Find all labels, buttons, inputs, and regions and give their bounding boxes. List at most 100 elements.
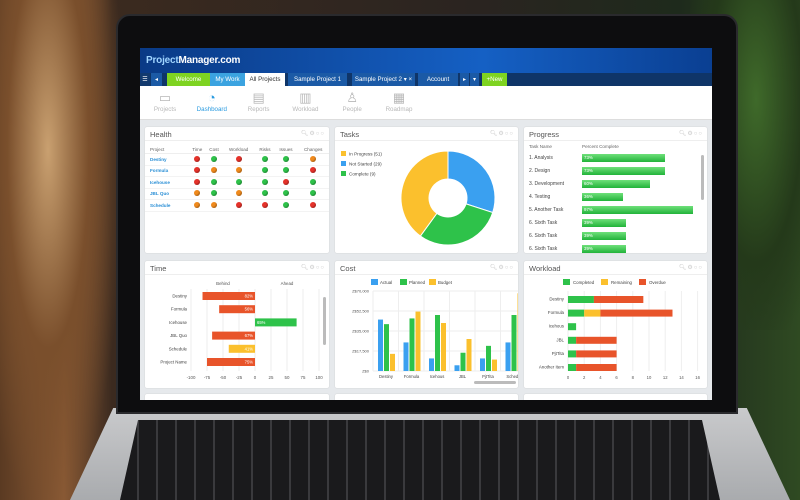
tick-label: Z$35,000 xyxy=(352,329,370,334)
column-header: Percent Complete xyxy=(582,144,619,149)
nav-people[interactable]: ♙ People xyxy=(332,90,372,113)
tick-label: Z$17,500 xyxy=(352,349,370,354)
workload-chart: Completed Remaining Overdue 0 2 4 6 8 10 12 14 16 De… xyxy=(539,279,701,380)
bar xyxy=(384,324,389,371)
bar xyxy=(409,318,415,371)
tick-label: 50 xyxy=(285,375,290,380)
data-label: 56% xyxy=(245,307,254,312)
tick-label: Z$0 xyxy=(362,369,370,374)
project-link[interactable]: Schedule xyxy=(145,199,189,212)
status-red-icon xyxy=(194,155,201,162)
tabs-next-button[interactable]: ▸ xyxy=(460,73,469,86)
folder-icon: ▭ xyxy=(158,90,172,105)
project-link[interactable]: JBL Quo xyxy=(145,188,189,200)
task-name: 5. Another Task xyxy=(529,207,564,213)
health-table: Project Time Cost Workload Risks Issues Change… xyxy=(145,145,329,212)
status-green-icon xyxy=(282,167,289,174)
status-green-icon xyxy=(282,201,289,208)
bar xyxy=(415,311,421,371)
background-lamp xyxy=(0,0,120,500)
donut-slice xyxy=(419,203,494,246)
category-label: Destiny xyxy=(379,374,394,379)
tick-label: 0 xyxy=(254,375,257,380)
table-row: Destiny xyxy=(145,153,329,166)
category-label: Schedule xyxy=(169,346,188,351)
tab-welcome[interactable]: Welcome xyxy=(167,73,210,86)
panel-title: Time xyxy=(150,264,167,273)
tab-all-projects[interactable]: All Projects xyxy=(245,73,285,86)
status-green-icon xyxy=(211,178,218,185)
category-label: JBL xyxy=(556,337,564,342)
tick-label: 75 xyxy=(301,375,306,380)
panel-tools-icon[interactable]: 🔍︎⚙○○ xyxy=(678,265,703,271)
task-name: 2. Design xyxy=(529,168,551,174)
tab-sample-project-2[interactable]: Sample Project 2 ▾ × xyxy=(352,73,415,86)
scrollbar[interactable] xyxy=(323,297,326,345)
time-panel: Time 🔍︎⚙○○ -100 -75 -50 -25 0 25 50 75 100 Behind A… xyxy=(145,261,329,388)
status-green-icon xyxy=(261,167,268,174)
progress-bar: 97% xyxy=(582,206,693,214)
legend-label: Completed xyxy=(573,280,595,285)
project-link[interactable]: Destiny xyxy=(145,153,189,166)
panel-tools-icon[interactable]: 🔍︎⚙○○ xyxy=(678,131,703,137)
category-label: Formula xyxy=(404,374,420,379)
legend-label: Complete (9) xyxy=(349,172,376,177)
task-name: 6. Sixth Task xyxy=(529,233,558,239)
bar xyxy=(207,358,255,366)
panel-title: Workload xyxy=(529,264,561,273)
column-header: Cost xyxy=(205,145,223,154)
status-green-icon xyxy=(261,155,268,162)
tick-label: 8 xyxy=(632,375,635,380)
logo[interactable]: ProjectManager.com xyxy=(146,55,241,66)
task-name: 6. Sixth Task xyxy=(529,220,558,226)
panel-tools-icon[interactable]: 🔍︎⚙○○ xyxy=(300,131,325,137)
panel-tools-icon[interactable]: 🔍︎⚙○○ xyxy=(489,131,514,137)
column-header: Changes xyxy=(297,145,329,154)
column-header: Workload xyxy=(222,145,256,154)
panel-tools-icon[interactable]: 🔍︎⚙○○ xyxy=(300,265,325,271)
column-header: Task Name xyxy=(529,144,552,149)
bar-segment xyxy=(568,364,577,371)
cost-panel: Cost 🔍︎⚙○○ Actual Planned Budget Z$0 Z$17,500… xyxy=(335,261,518,388)
nav-roadmap[interactable]: ▦ Roadmap xyxy=(379,90,419,113)
project-link[interactable]: Icehouse xyxy=(145,176,189,189)
nav-reports[interactable]: ▤ Reports xyxy=(239,90,279,113)
menu-button[interactable]: ☰ xyxy=(140,73,150,86)
nav-workload[interactable]: ▥ Workload xyxy=(285,90,325,113)
legend-label: Planned xyxy=(409,280,426,285)
scrollbar[interactable] xyxy=(701,155,704,200)
category-label: Destiny xyxy=(549,297,564,302)
category-label: JBL Quo xyxy=(170,333,187,338)
tick-label: 12 xyxy=(663,375,668,380)
status-green-icon xyxy=(261,178,268,185)
progress-row: 5. Another Task 97% xyxy=(524,204,707,217)
table-row: JBL Quo xyxy=(145,188,329,200)
horizontal-scrollbar[interactable] xyxy=(474,381,516,384)
new-button[interactable]: +New xyxy=(482,73,507,86)
tab-sample-project-1[interactable]: Sample Project 1 xyxy=(288,73,347,86)
panel-tools-icon[interactable]: 🔍︎⚙○○ xyxy=(489,265,514,271)
bar-segment xyxy=(576,364,617,371)
tab-my-work[interactable]: My Work xyxy=(210,73,245,86)
tab-account[interactable]: Account xyxy=(418,73,458,86)
tabs-prev-button[interactable]: ◂ xyxy=(151,73,162,86)
bar xyxy=(219,305,255,314)
time-chart: -100 -75 -50 -25 0 25 50 75 100 Behind Ahead Destin… xyxy=(160,281,323,380)
progress-bar: 73% xyxy=(582,167,666,175)
legend-swatch xyxy=(563,279,570,285)
bar xyxy=(255,318,297,327)
project-link[interactable]: Formula xyxy=(145,165,189,177)
progress-row: 6. Sixth Task 39% xyxy=(524,230,707,243)
table-row: Icehouse xyxy=(145,176,329,189)
bar xyxy=(460,352,466,371)
nav-dashboard[interactable]: ◔ Dashboard xyxy=(192,90,232,113)
tabs-dropdown-button[interactable]: ▾ xyxy=(470,73,479,86)
tick-label: -100 xyxy=(187,375,196,380)
status-orange-icon xyxy=(211,201,218,208)
category-label: Icehous xyxy=(430,374,445,379)
legend-label: Overdue xyxy=(649,280,666,285)
data-label: 75% xyxy=(245,360,254,365)
nav-projects[interactable]: ▭ Projects xyxy=(145,90,185,113)
annotation: Ahead xyxy=(281,281,294,286)
gauge-icon: ◔ xyxy=(207,90,216,105)
